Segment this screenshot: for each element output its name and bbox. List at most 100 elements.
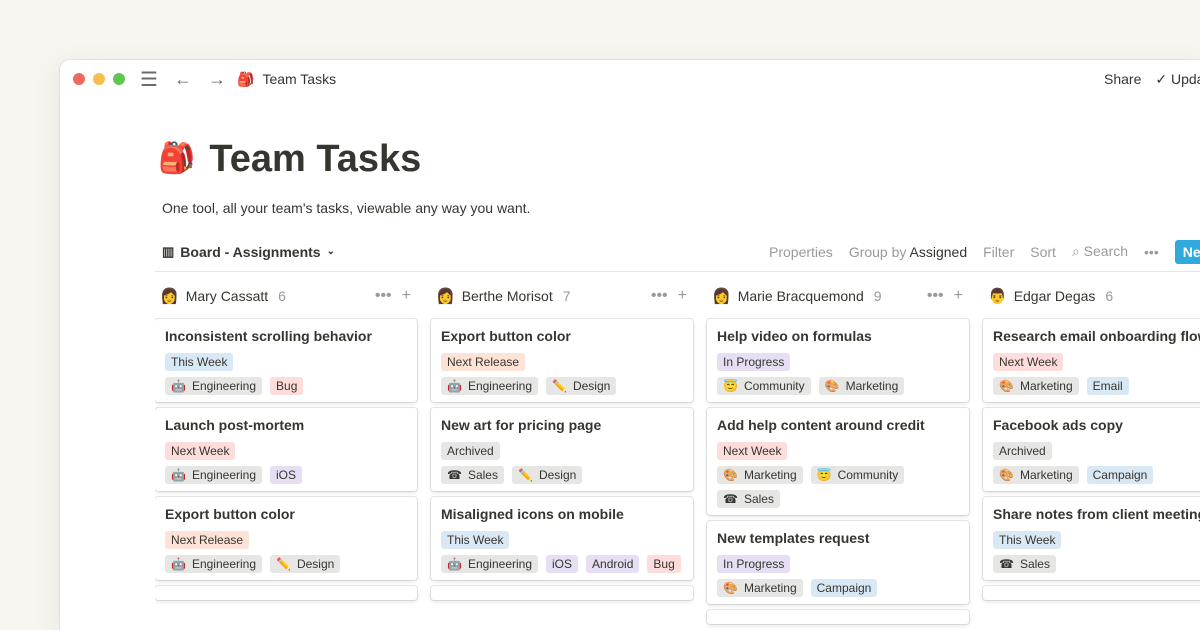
tag: Email bbox=[1086, 377, 1129, 395]
task-card[interactable]: Misaligned icons on mobile This Week 🤖 Engi… bbox=[431, 497, 693, 580]
tag-label: iOS bbox=[552, 557, 573, 571]
plus-icon[interactable]: + bbox=[401, 287, 411, 304]
avatar: 👨 bbox=[988, 288, 1007, 305]
tag: 😇 Community bbox=[810, 466, 905, 484]
tag-label: Marketing bbox=[743, 468, 797, 482]
tag: ☎ Sales bbox=[441, 466, 504, 484]
menu-icon[interactable]: ☰ bbox=[140, 68, 158, 91]
forward-arrow-icon[interactable]: → bbox=[208, 68, 226, 89]
tag-emoji-icon: 🤖 bbox=[171, 557, 186, 571]
tag: ☎ Sales bbox=[993, 555, 1056, 573]
status-row: Next Week bbox=[717, 442, 959, 460]
avatar: 👩 bbox=[436, 288, 455, 305]
more-options-icon[interactable]: ••• bbox=[1144, 243, 1159, 260]
task-card[interactable] bbox=[707, 610, 969, 624]
tag: 😇 Community bbox=[717, 377, 811, 395]
new-button[interactable]: New bbox=[1174, 239, 1200, 264]
task-card[interactable]: New art for pricing page Archived ☎ Sales ✏️… bbox=[431, 408, 693, 491]
task-card[interactable]: Help video on formulas In Progress 😇 Commun… bbox=[707, 319, 969, 402]
task-card[interactable]: Research email onboarding flows Next Week… bbox=[983, 319, 1200, 402]
more-options-icon[interactable]: ••• bbox=[650, 287, 668, 304]
task-card[interactable]: Add help content around credit Next Week 🎨… bbox=[707, 408, 969, 515]
task-card[interactable]: Export button color Next Release 🤖 Engineer… bbox=[155, 497, 417, 580]
status-row: Next Release bbox=[441, 353, 683, 371]
tag: 🎨 Marketing bbox=[717, 466, 803, 484]
task-card[interactable]: Inconsistent scrolling behavior This Week… bbox=[155, 319, 417, 402]
title-bar: ☰ ← → 🎒 Team Tasks Share ✓ Updates bbox=[60, 60, 1200, 98]
column-name: Berthe Morisot bbox=[461, 288, 553, 304]
search-button[interactable]: ⌕ Search bbox=[1071, 243, 1129, 259]
back-arrow-icon[interactable]: ← bbox=[174, 68, 192, 89]
tag: Bug bbox=[647, 555, 681, 573]
app-window: ☰ ← → 🎒 Team Tasks Share ✓ Updates 🎒 Tea… bbox=[60, 60, 1200, 630]
chevron-down-icon: ⌄ bbox=[326, 246, 335, 257]
avatar: 👩 bbox=[712, 288, 731, 305]
view-selector[interactable]: ▥ Board - Assignments ⌄ bbox=[162, 243, 335, 260]
tag-label: Sales bbox=[467, 468, 498, 482]
card-title: Misaligned icons on mobile bbox=[441, 506, 624, 522]
tag-label: Bug bbox=[653, 557, 675, 571]
tag-emoji-icon: 🤖 bbox=[447, 379, 462, 393]
task-card[interactable] bbox=[155, 586, 417, 600]
column-actions: ••• + bbox=[375, 287, 411, 305]
task-card[interactable]: Share notes from client meeting This Week… bbox=[983, 497, 1200, 580]
tag-emoji-icon: ☎ bbox=[723, 492, 738, 506]
tags-row: 🤖 Engineering iOS bbox=[165, 466, 407, 484]
column-count: 9 bbox=[873, 288, 882, 304]
tag-emoji-icon: ✏️ bbox=[517, 468, 533, 482]
tag: ☎ Sales bbox=[717, 490, 780, 508]
column-name: Mary Cassatt bbox=[185, 288, 269, 304]
filter-button[interactable]: Filter bbox=[983, 243, 1015, 260]
properties-button[interactable]: Properties bbox=[769, 243, 833, 260]
tag-label: Campaign bbox=[1092, 468, 1148, 482]
card-title: Add help content around credit bbox=[717, 417, 925, 433]
task-card[interactable]: Facebook ads copy Archived 🎨 Marketing Campa… bbox=[983, 408, 1200, 491]
tags-row: 🎨 Marketing 😇 Community ☎ Sales bbox=[717, 466, 959, 508]
page-title: 🎒 Team Tasks bbox=[158, 138, 422, 180]
status-badge: Archived bbox=[441, 442, 500, 460]
more-options-icon[interactable]: ••• bbox=[926, 287, 944, 304]
tag: 🤖 Engineering bbox=[441, 377, 539, 395]
tag-label: Engineering bbox=[191, 468, 257, 482]
tags-row: ☎ Sales ✏️ Design bbox=[441, 466, 683, 484]
task-card[interactable]: Export button color Next Release 🤖 Engineer… bbox=[431, 319, 693, 402]
tags-row: ☎ Sales bbox=[993, 555, 1200, 573]
tags-row: 🤖 Engineering Bug bbox=[165, 377, 407, 395]
group-by-button[interactable]: Group by Assigned bbox=[848, 243, 968, 260]
share-button[interactable]: Share bbox=[1104, 71, 1142, 87]
breadcrumb[interactable]: 🎒 Team Tasks bbox=[237, 71, 336, 88]
updates-button[interactable]: ✓ Updates bbox=[1155, 70, 1200, 87]
task-card[interactable] bbox=[983, 586, 1200, 600]
plus-icon[interactable]: + bbox=[677, 287, 687, 304]
close-window-button[interactable] bbox=[73, 73, 85, 85]
tag-emoji-icon: 🎨 bbox=[723, 581, 738, 595]
card-title: Facebook ads copy bbox=[993, 417, 1123, 433]
more-options-icon[interactable]: ••• bbox=[374, 287, 392, 304]
status-row: This Week bbox=[441, 531, 683, 549]
tag-emoji-icon: 🎨 bbox=[824, 379, 840, 393]
plus-icon[interactable]: + bbox=[953, 287, 963, 304]
tag-label: Engineering bbox=[467, 379, 533, 393]
backpack-icon[interactable]: 🎒 bbox=[158, 142, 196, 175]
status-badge: Next Week bbox=[717, 442, 788, 460]
tag: Campaign bbox=[1086, 466, 1154, 484]
minimize-window-button[interactable] bbox=[93, 73, 105, 85]
tag: 🤖 Engineering bbox=[165, 466, 263, 484]
sort-button[interactable]: Sort bbox=[1030, 243, 1056, 260]
tag-emoji-icon: ✏️ bbox=[552, 379, 567, 393]
status-row: Next Week bbox=[993, 353, 1200, 371]
tag: 🎨 Marketing bbox=[993, 377, 1079, 395]
board-column: 👩 Mary Cassatt 6 ••• + Inconsistent scrolling… bbox=[155, 284, 417, 630]
task-card[interactable] bbox=[431, 586, 693, 600]
check-icon: ✓ bbox=[1155, 70, 1171, 87]
tags-row: 🎨 Marketing Campaign bbox=[717, 579, 959, 597]
tag-emoji-icon: ☎ bbox=[999, 557, 1014, 571]
maximize-window-button[interactable] bbox=[113, 73, 125, 85]
status-badge: Next Release bbox=[165, 531, 250, 549]
task-card[interactable]: New templates request In Progress 🎨 Marketi… bbox=[707, 521, 969, 604]
status-badge: In Progress bbox=[717, 555, 791, 573]
task-card[interactable]: Launch post-mortem Next Week 🤖 Engineering i… bbox=[155, 408, 417, 491]
card-title: Research email onboarding flows bbox=[993, 328, 1200, 344]
status-row: Archived bbox=[441, 442, 683, 460]
